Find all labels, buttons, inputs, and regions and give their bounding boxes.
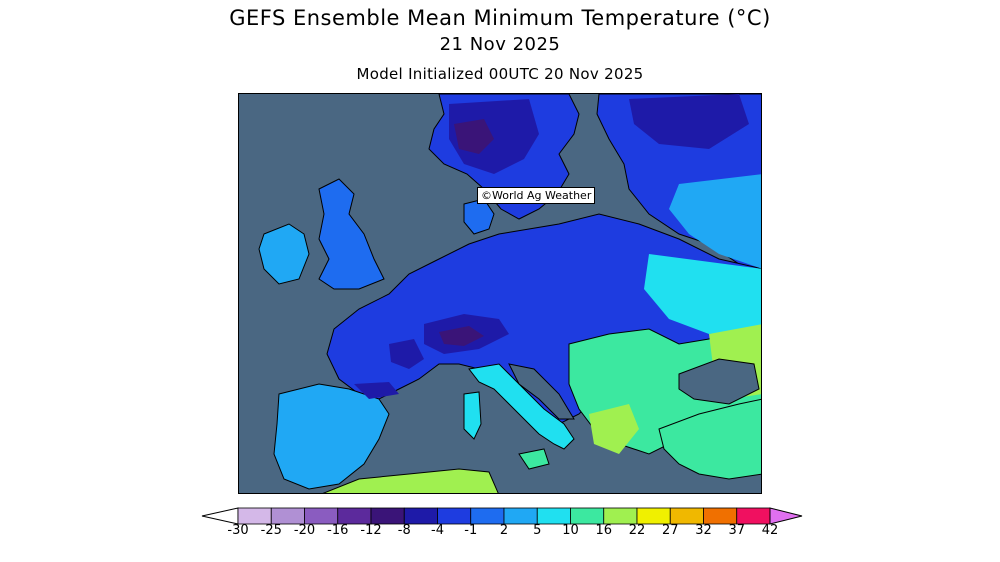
colorbar-bin	[603, 507, 638, 525]
warm-zone-greece	[589, 404, 639, 454]
temperature-map: ©World Ag Weather	[238, 93, 762, 494]
cold-core-scandinavia	[449, 99, 539, 174]
model-init-label: Model Initialized 00UTC 20 Nov 2025	[356, 65, 644, 83]
anatolia	[658, 398, 761, 480]
sicily	[518, 448, 550, 470]
colorbar-tick-label: 2	[499, 523, 509, 538]
colorbar-bin	[370, 507, 405, 525]
cold-core-russia	[629, 94, 749, 149]
iberia	[273, 383, 390, 490]
colorbar-tick-label: 5	[533, 523, 542, 538]
colorbar-tick-label: 32	[695, 523, 712, 538]
colorbar-tick-label: -16	[327, 523, 349, 538]
north-africa	[322, 468, 499, 493]
colorbar-bin	[503, 507, 538, 525]
map-title: GEFS Ensemble Mean Minimum Temperature (…	[229, 6, 771, 30]
colorbar-bin	[669, 507, 704, 525]
colorbar-bin	[536, 507, 571, 525]
colorbar-bin	[570, 507, 605, 525]
colorbar-bin	[270, 507, 305, 525]
colorbar-under-arrow	[201, 507, 239, 525]
colorbar-bin	[337, 507, 372, 525]
colorbar-tick-label: 10	[562, 523, 579, 538]
colorbar-tick-label: 27	[661, 523, 679, 538]
colorbar-tick-label: -30	[227, 523, 249, 538]
colorbar-bin	[437, 507, 472, 525]
colorbar-tick-label: -1	[464, 523, 478, 538]
map-canvas	[258, 94, 761, 493]
corsica-sardinia	[463, 391, 482, 440]
colorbar-labels: -30 -25 -20 -16 -12 -8 -4 -1 2 5 10 16 22 27 32 37 42	[0, 523, 1000, 543]
cold-core-pyrenees	[354, 382, 399, 399]
colorbar-bin	[736, 507, 771, 525]
colorbar-tick-label: -12	[360, 523, 382, 538]
colorbar-bin	[403, 507, 438, 525]
adriatic-sea	[508, 363, 575, 420]
colorbar-tick-label: 42	[761, 523, 779, 538]
colorbar-bin	[636, 507, 671, 525]
colorbar-bin	[470, 507, 505, 525]
black-sea	[678, 358, 760, 405]
cold-core-france	[389, 339, 424, 369]
colorbar-tick-label: -8	[397, 523, 411, 538]
mild-zone-russia	[669, 174, 761, 269]
copyright-credit: ©World Ag Weather	[477, 187, 596, 204]
colorbar-bin	[703, 507, 738, 525]
colorbar-tick-label: -4	[431, 523, 444, 538]
very-cold-core-alps	[439, 326, 484, 346]
map-valid-date: 21 Nov 2025	[439, 34, 561, 55]
colorbar-tick-label: -25	[260, 523, 282, 538]
colorbar-tick-label: 22	[628, 523, 646, 538]
colorbar-over-arrow	[769, 507, 803, 525]
great-britain	[318, 178, 385, 290]
very-cold-core-scandinavia	[454, 119, 494, 154]
colorbar-tick-label: 16	[595, 523, 613, 538]
ireland	[258, 223, 310, 285]
colorbar-tick-label: -20	[293, 523, 316, 538]
colorbar-bin	[304, 507, 339, 525]
colorbar-bin	[237, 507, 272, 525]
mild-zone-east-europe	[644, 254, 761, 334]
colorbar-tick-label: 37	[728, 523, 746, 538]
